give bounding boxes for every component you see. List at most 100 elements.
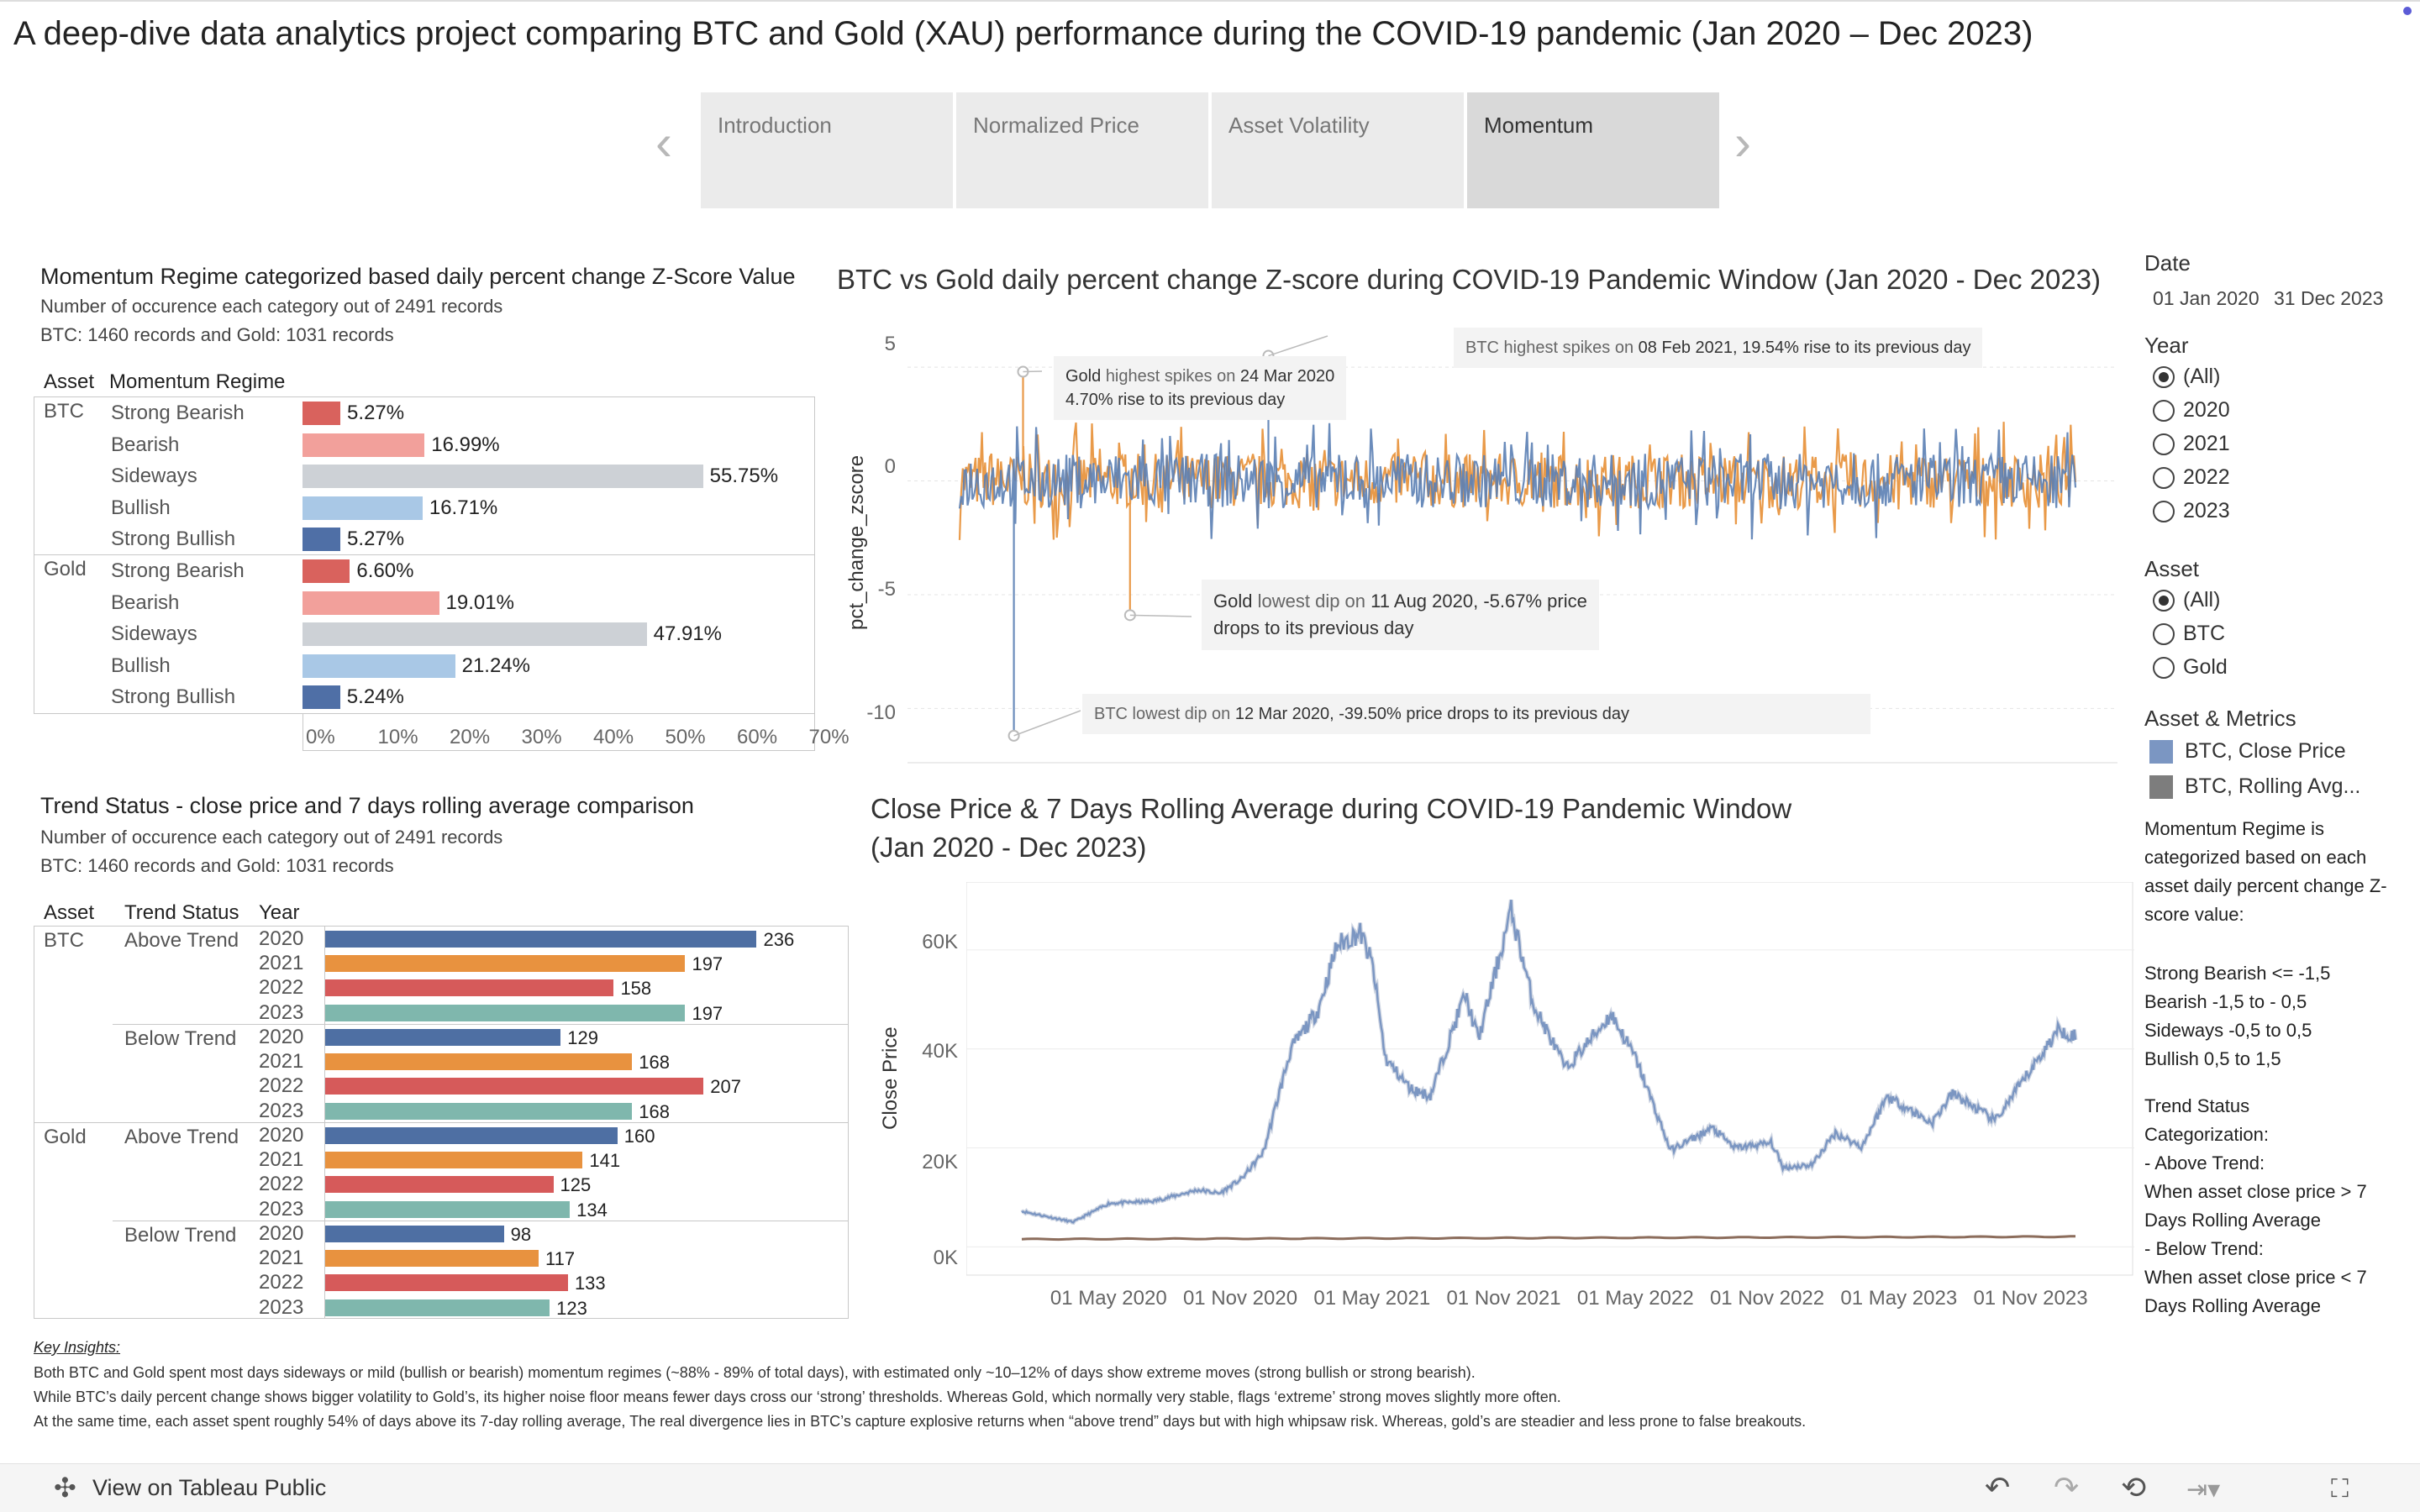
radio-button-icon[interactable] xyxy=(2153,622,2175,645)
view-on-tableau-link[interactable]: View on Tableau Public xyxy=(92,1475,327,1500)
revert-icon[interactable]: ⟲ xyxy=(2121,1470,2147,1504)
momentum-x-tick: 70% xyxy=(808,726,850,748)
date-end[interactable]: 31 Dec 2023 xyxy=(2274,287,2384,309)
momentum-x-tick: 30% xyxy=(521,726,562,748)
year-option[interactable]: 2020 xyxy=(2153,398,2230,423)
asset-label: Gold xyxy=(44,558,87,580)
page-title: A deep-dive data analytics project compa… xyxy=(13,15,2033,52)
footer-bar xyxy=(0,1463,2420,1512)
tab-normalized-price[interactable]: Normalized Price xyxy=(956,92,1208,208)
trend-title: Trend Status - close price and 7 days ro… xyxy=(40,793,694,818)
fullscreen-icon[interactable]: ⛶ xyxy=(2331,1475,2349,1503)
asset-option[interactable]: (All) xyxy=(2153,588,2220,612)
year-label: 2023 xyxy=(259,1295,304,1319)
tab-asset-volatility[interactable]: Asset Volatility xyxy=(1212,92,1464,208)
year-option[interactable]: 2022 xyxy=(2153,465,2230,490)
year-label: 2020 xyxy=(259,927,304,950)
annotation-leader xyxy=(1013,710,1081,737)
momentum-chart-frame xyxy=(34,396,815,714)
legend-label: Asset & Metrics xyxy=(2144,706,2296,731)
trend-value-label: 236 xyxy=(763,929,795,950)
price-plot xyxy=(966,882,2134,1276)
year-label: 2022 xyxy=(259,1173,304,1196)
trend-bar xyxy=(324,1299,550,1316)
price-chart-title-1: Close Price & 7 Days Rolling Average dur… xyxy=(871,793,1792,824)
trend-bar xyxy=(324,1127,618,1144)
price-y-label: Close Price xyxy=(879,1026,902,1130)
momentum-subtitle-1: Number of occurence each category out of… xyxy=(40,296,503,317)
undo-icon[interactable]: ↶ xyxy=(1985,1470,2011,1504)
trend-value-label: 207 xyxy=(710,1076,741,1098)
asset-option[interactable]: BTC xyxy=(2153,622,2225,646)
legend-swatch xyxy=(2149,774,2173,799)
trend-status-label: Above Trend xyxy=(124,1126,239,1148)
regime-bar xyxy=(302,433,425,457)
radio-button-icon[interactable] xyxy=(2153,589,2175,612)
price-x-tick: 01 Nov 2023 xyxy=(1973,1287,2088,1310)
date-start[interactable]: 01 Jan 2020 xyxy=(2153,287,2260,309)
regime-value-label: 47.91% xyxy=(653,622,723,646)
tab-momentum[interactable]: Momentum xyxy=(1467,92,1719,208)
radio-button-icon[interactable] xyxy=(2153,365,2175,388)
trend-bar xyxy=(324,1176,554,1194)
radio-button-icon[interactable] xyxy=(2153,433,2175,455)
chevron-right-icon[interactable]: › xyxy=(1734,114,1751,171)
share-icon[interactable]: ⇥▾ xyxy=(2186,1476,2221,1504)
annotation-leader xyxy=(1268,335,1328,357)
regime-bar xyxy=(302,465,703,489)
year-option[interactable]: 2023 xyxy=(2153,499,2230,523)
regime-value-label: 6.60% xyxy=(356,559,414,582)
year-option-label: 2022 xyxy=(2183,465,2230,489)
momentum-x-tick: 40% xyxy=(593,726,634,748)
year-label: 2020 xyxy=(259,1222,304,1245)
price-x-axis: 01 May 2020 01 Nov 2020 01 May 2021 01 Nov … xyxy=(966,1287,2134,1315)
trend-bar-axis xyxy=(324,926,325,1319)
redo-icon[interactable]: ↷ xyxy=(2054,1470,2080,1504)
annotation-btc-high: BTC highest spikes on 08 Feb 2021, 19.54… xyxy=(1454,328,1983,368)
trend-value-label: 117 xyxy=(545,1248,576,1270)
trend-bar xyxy=(324,1102,633,1120)
radio-button-icon[interactable] xyxy=(2153,500,2175,522)
tableau-logo-icon: ✣ xyxy=(54,1473,76,1503)
chevron-left-icon[interactable]: ‹ xyxy=(655,114,672,171)
trend-value-label: 133 xyxy=(574,1273,606,1294)
momentum-x-tick: 50% xyxy=(665,726,706,748)
trend-status-note: Trend Status Categorization: - Above Tre… xyxy=(2144,1095,2367,1316)
year-label: 2023 xyxy=(259,1099,304,1122)
price-x-tick: 01 May 2021 xyxy=(1313,1287,1431,1310)
zscore-plot xyxy=(908,335,2118,764)
legend-swatch xyxy=(2149,739,2173,764)
regime-value-label: 5.27% xyxy=(347,402,405,424)
trend-col-asset: Asset xyxy=(44,901,95,924)
legend-item[interactable]: BTC, Rolling Avg... xyxy=(2149,774,2360,799)
zscore-y-tick: 0 xyxy=(884,455,896,478)
radio-button-icon[interactable] xyxy=(2153,466,2175,489)
price-y-tick: 60K xyxy=(922,931,958,953)
year-label: 2021 xyxy=(259,1148,304,1172)
btc-close-price-line xyxy=(1021,900,2077,1224)
year-option[interactable]: 2021 xyxy=(2153,432,2230,456)
momentum-subtitle-2: BTC: 1460 records and Gold: 1031 records xyxy=(40,324,394,345)
price-x-tick: 01 Nov 2022 xyxy=(1709,1287,1825,1310)
asset-option[interactable]: Gold xyxy=(2153,655,2228,680)
group-separator xyxy=(34,1122,849,1123)
insights-title: Key Insights: xyxy=(34,1339,121,1356)
legend-item[interactable]: BTC, Close Price xyxy=(2149,739,2346,764)
year-option[interactable]: (All) xyxy=(2153,365,2220,389)
annotation-gold-high: Gold highest spikes on 24 Mar 2020 4.70% … xyxy=(1054,356,1347,420)
zscore-y-tick: 5 xyxy=(884,333,896,355)
trend-bar xyxy=(324,931,757,948)
radio-button-icon[interactable] xyxy=(2153,399,2175,422)
legend-item-label: BTC, Rolling Avg... xyxy=(2185,774,2361,798)
asset-label: BTC xyxy=(44,400,84,423)
radio-button-icon[interactable] xyxy=(2153,656,2175,679)
status-dot xyxy=(2403,7,2412,15)
regime-label: Bullish xyxy=(111,496,171,519)
price-plot-frame xyxy=(966,882,2133,1276)
price-y-tick: 0K xyxy=(933,1247,958,1269)
date-filter-label: Date xyxy=(2144,250,2191,276)
tab-introduction[interactable]: Introduction xyxy=(701,92,953,208)
asset-filter-label: Asset xyxy=(2144,556,2200,581)
regime-value-label: 5.27% xyxy=(347,528,405,551)
asset-option-label: Gold xyxy=(2183,655,2228,679)
